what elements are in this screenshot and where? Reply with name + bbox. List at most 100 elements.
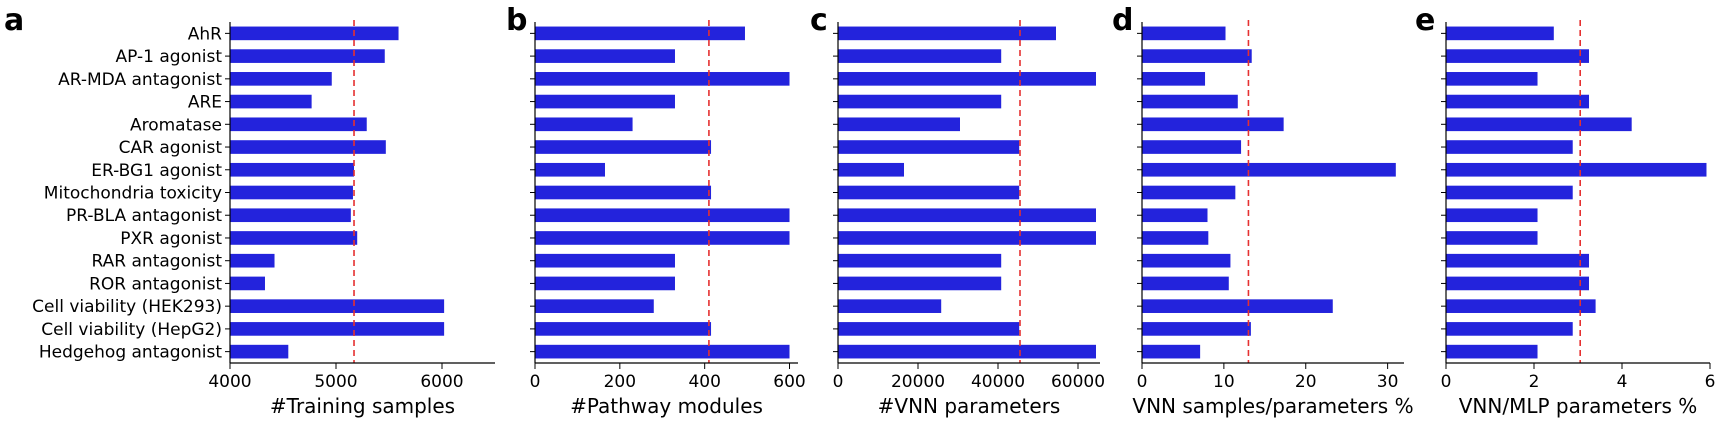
x-tick-label: 2 <box>1529 372 1540 392</box>
bar <box>838 26 1056 41</box>
bar <box>1446 276 1589 291</box>
bar <box>535 299 654 313</box>
panel-letter: d <box>1112 3 1133 38</box>
bar <box>230 26 399 41</box>
bar <box>535 322 712 336</box>
bar <box>535 162 605 177</box>
category-label: ARE <box>188 93 222 113</box>
bar <box>838 185 1020 200</box>
bar <box>230 117 367 132</box>
x-axis-label: #VNN parameters <box>878 394 1061 418</box>
x-tick-label: 400 <box>688 372 720 392</box>
bar <box>1446 94 1589 109</box>
bar <box>535 94 675 109</box>
x-tick-label: 0 <box>833 372 844 392</box>
x-tick-label: 6 <box>1705 372 1716 392</box>
category-label: Cell viability (HEK293) <box>32 297 222 317</box>
x-tick-label: 10 <box>1213 372 1235 392</box>
bar <box>1142 253 1231 268</box>
bar <box>230 72 332 86</box>
bar <box>1142 208 1208 223</box>
bar <box>1142 299 1333 313</box>
bar <box>838 299 942 313</box>
x-axis-label: #Training samples <box>270 394 455 418</box>
x-tick-label: 5000 <box>314 372 357 392</box>
category-label: PR-BLA antagonist <box>66 206 222 226</box>
bar <box>230 299 445 313</box>
category-label: Hedgehog antagonist <box>39 343 222 363</box>
bar <box>1142 49 1252 63</box>
bar <box>230 49 385 63</box>
x-tick-label: 6000 <box>420 372 463 392</box>
bar <box>230 208 351 223</box>
bar <box>230 344 289 359</box>
bar <box>1142 322 1251 336</box>
category-label: RAR antagonist <box>92 252 223 272</box>
x-tick-label: 0 <box>1137 372 1148 392</box>
bar <box>230 162 355 177</box>
x-tick-label: 0 <box>530 372 541 392</box>
panel-letter: e <box>1415 3 1435 38</box>
x-tick-label: 60000 <box>1051 372 1105 392</box>
bar <box>230 253 275 268</box>
x-tick-label: 30 <box>1377 372 1399 392</box>
x-axis-label: VNN samples/parameters % <box>1132 394 1413 418</box>
bar <box>1142 344 1201 359</box>
bar <box>838 276 1002 291</box>
bar <box>838 253 1002 268</box>
x-axis-label: #Pathway modules <box>570 394 763 418</box>
bar <box>1142 26 1226 41</box>
bar <box>838 208 1096 223</box>
bar <box>1446 322 1573 336</box>
bar <box>535 140 712 154</box>
bar <box>838 117 960 132</box>
bar <box>1142 72 1206 86</box>
category-label: Mitochondria toxicity <box>44 184 222 204</box>
bar <box>535 49 675 63</box>
x-tick-label: 600 <box>773 372 805 392</box>
category-label: AP-1 agonist <box>116 47 223 67</box>
x-tick-label: 4 <box>1617 372 1628 392</box>
category-label: PXR agonist <box>120 229 222 249</box>
category-label: AR-MDA antagonist <box>58 70 222 90</box>
bar <box>838 72 1096 86</box>
category-label: CAR agonist <box>119 138 223 158</box>
bar <box>230 322 445 336</box>
bar <box>535 231 790 245</box>
x-axis-label: VNN/MLP parameters % <box>1459 394 1698 418</box>
bar <box>1446 49 1589 63</box>
bar <box>535 276 675 291</box>
bar <box>535 117 633 132</box>
bar <box>230 231 358 245</box>
bar <box>230 140 386 154</box>
bar <box>535 344 790 359</box>
x-tick-label: 0 <box>1441 372 1452 392</box>
bar <box>535 208 790 223</box>
bar <box>1142 162 1396 177</box>
bar <box>535 26 745 41</box>
x-tick-label: 4000 <box>208 372 251 392</box>
bar <box>838 94 1002 109</box>
bar <box>535 185 712 200</box>
bar <box>1142 185 1236 200</box>
x-tick-label: 200 <box>604 372 636 392</box>
bar <box>535 72 790 86</box>
bar <box>230 276 265 291</box>
bar <box>1446 231 1538 245</box>
bar <box>1446 253 1589 268</box>
bar <box>1446 299 1596 313</box>
category-label: ER-BG1 agonist <box>91 161 222 181</box>
bar <box>838 344 1096 359</box>
bar <box>838 231 1096 245</box>
bar <box>1142 140 1242 154</box>
panel-letter: a <box>4 3 24 38</box>
bar <box>838 140 1020 154</box>
x-tick-label: 20000 <box>891 372 945 392</box>
category-label: Cell viability (HepG2) <box>41 320 222 340</box>
bar <box>1446 26 1554 41</box>
bar <box>1142 94 1238 109</box>
bar <box>535 253 675 268</box>
bar <box>1446 72 1538 86</box>
bar <box>230 94 312 109</box>
